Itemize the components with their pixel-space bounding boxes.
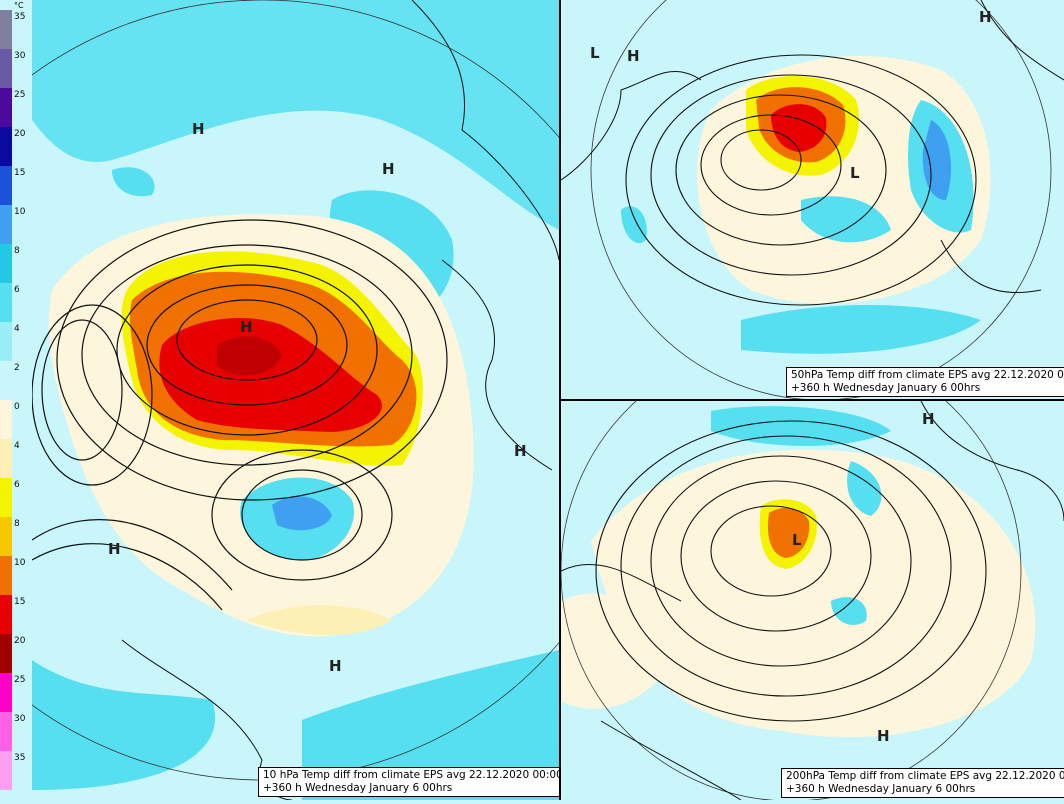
- map-10hpa-graphic: [32, 0, 559, 800]
- low-pressure-marker: L: [850, 164, 860, 182]
- high-pressure-marker: H: [382, 160, 395, 178]
- high-pressure-marker: H: [979, 8, 992, 26]
- colorbar-tick-label: 10: [14, 558, 26, 568]
- colorbar-swatch: [0, 478, 12, 517]
- colorbar-tick-label: 35: [14, 12, 26, 22]
- caption-forecast: +360 h Wednesday January 6 00hrs: [263, 782, 453, 794]
- colorbar-swatch: [0, 400, 12, 439]
- caption-50hpa: 50hPa Temp diff from climate EPS avg 22.…: [786, 367, 1064, 397]
- colorbar-unit: °C: [14, 1, 24, 10]
- colorbar-swatch: [0, 322, 12, 361]
- colorbar-swatch: [0, 127, 12, 166]
- colorbar-tick-label: 6: [14, 480, 20, 490]
- colorbar-tick-label: 15: [14, 168, 26, 178]
- high-pressure-marker: H: [514, 442, 527, 460]
- colorbar-swatch: [0, 244, 12, 283]
- colorbar-tick-label: 2: [14, 363, 20, 373]
- colorbar-tick-label: 10: [14, 207, 26, 217]
- colorbar-swatch: [0, 283, 12, 322]
- high-pressure-marker: H: [240, 318, 253, 336]
- map-50hpa-graphic: [561, 0, 1064, 399]
- colorbar-swatch: [0, 49, 12, 88]
- map-panel-50hpa: L H H L 50hPa Temp diff from climate EPS…: [561, 0, 1064, 401]
- colorbar-swatch: [0, 634, 12, 673]
- low-pressure-marker: L: [590, 44, 600, 62]
- caption-forecast: +360 h Wednesday January 6 00hrs: [786, 783, 976, 795]
- colorbar-tick-label: 30: [14, 51, 26, 61]
- temperature-colorbar: °C 35 30 25 20 15 10 8 6 4 2 0 4 6 8 10 15 20 25 30 35: [0, 0, 32, 800]
- colorbar-swatch: [0, 439, 12, 478]
- colorbar-tick-label: 8: [14, 246, 20, 256]
- map-panel-10hpa: H H H H H H 10 hPa Temp diff from climat…: [32, 0, 561, 800]
- colorbar-tick-label: 15: [14, 597, 26, 607]
- caption-title: 10 hPa Temp diff from climate EPS avg 22…: [263, 769, 561, 781]
- colorbar-swatch: [0, 751, 12, 790]
- colorbar-swatch: [0, 556, 12, 595]
- caption-10hpa: 10 hPa Temp diff from climate EPS avg 22…: [258, 767, 561, 797]
- map-panel-200hpa: H H L 200hPa Temp diff from climate EPS …: [561, 401, 1064, 800]
- map-200hpa-graphic: [561, 401, 1064, 800]
- colorbar-tick-label: 0: [14, 402, 20, 412]
- colorbar-swatch: [0, 712, 12, 751]
- colorbar-tick-label: 6: [14, 285, 20, 295]
- caption-title: 50hPa Temp diff from climate EPS avg 22.…: [791, 369, 1064, 381]
- colorbar-tick-label: 20: [14, 129, 26, 139]
- colorbar-tick-label: 25: [14, 90, 26, 100]
- colorbar-tick-label: 8: [14, 519, 20, 529]
- high-pressure-marker: H: [922, 410, 935, 428]
- colorbar-swatch: [0, 205, 12, 244]
- colorbar-tick-label: 20: [14, 636, 26, 646]
- high-pressure-marker: H: [627, 47, 640, 65]
- high-pressure-marker: H: [877, 727, 890, 745]
- colorbar-tick-label: 4: [14, 441, 20, 451]
- colorbar-swatch: [0, 517, 12, 556]
- colorbar-tick-label: 30: [14, 714, 26, 724]
- caption-title: 200hPa Temp diff from climate EPS avg 22…: [786, 770, 1064, 782]
- colorbar-swatch: [0, 10, 12, 49]
- colorbar-swatch: [0, 361, 12, 400]
- high-pressure-marker: H: [108, 540, 121, 558]
- low-pressure-marker: L: [792, 531, 802, 549]
- colorbar-tick-label: 4: [14, 324, 20, 334]
- colorbar-swatch: [0, 673, 12, 712]
- caption-200hpa: 200hPa Temp diff from climate EPS avg 22…: [781, 768, 1064, 798]
- colorbar-tick-label: 35: [14, 753, 26, 763]
- colorbar-swatch: [0, 88, 12, 127]
- high-pressure-marker: H: [192, 120, 205, 138]
- colorbar-swatch: [0, 595, 12, 634]
- colorbar-tick-label: 25: [14, 675, 26, 685]
- colorbar-swatch: [0, 166, 12, 205]
- high-pressure-marker: H: [329, 657, 342, 675]
- colorbar-graphic: [0, 10, 12, 790]
- caption-forecast: +360 h Wednesday January 6 00hrs: [791, 382, 981, 394]
